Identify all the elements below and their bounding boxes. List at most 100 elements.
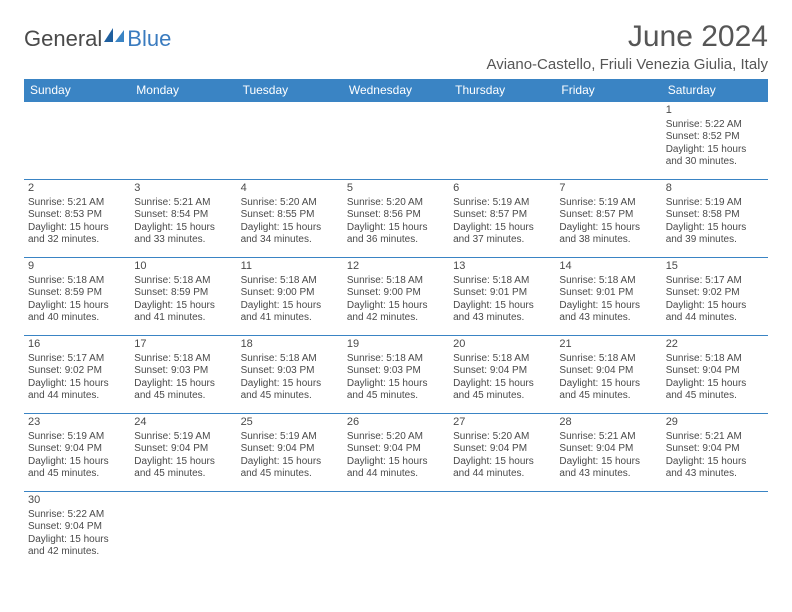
day-number: 11 (241, 260, 339, 274)
sunrise-text: Sunrise: 5:19 AM (453, 197, 551, 210)
calendar-day-cell: 19Sunrise: 5:18 AMSunset: 9:03 PMDayligh… (343, 336, 449, 414)
calendar-week-row: 1Sunrise: 5:22 AMSunset: 8:52 PMDaylight… (24, 102, 768, 180)
calendar-week-row: 2Sunrise: 5:21 AMSunset: 8:53 PMDaylight… (24, 180, 768, 258)
day-info: Sunrise: 5:20 AMSunset: 9:04 PMDaylight:… (453, 431, 551, 481)
daylight-text-line2: and 41 minutes. (241, 312, 339, 325)
daylight-text-line1: Daylight: 15 hours (28, 222, 126, 235)
calendar-day-cell: 28Sunrise: 5:21 AMSunset: 9:04 PMDayligh… (555, 414, 661, 492)
sunset-text: Sunset: 8:56 PM (347, 209, 445, 222)
location-subtitle: Aviano-Castello, Friuli Venezia Giulia, … (486, 56, 768, 73)
day-info: Sunrise: 5:18 AMSunset: 9:04 PMDaylight:… (559, 353, 657, 403)
sunset-text: Sunset: 8:52 PM (666, 131, 764, 144)
daylight-text-line1: Daylight: 15 hours (134, 300, 232, 313)
day-number: 6 (453, 182, 551, 196)
day-number: 15 (666, 260, 764, 274)
calendar-empty-cell (449, 492, 555, 570)
daylight-text-line2: and 39 minutes. (666, 234, 764, 247)
daylight-text-line2: and 45 minutes. (134, 468, 232, 481)
daylight-text-line1: Daylight: 15 hours (453, 222, 551, 235)
logo-text-blue: Blue (127, 26, 171, 52)
sunrise-text: Sunrise: 5:18 AM (559, 353, 657, 366)
sunset-text: Sunset: 8:57 PM (453, 209, 551, 222)
sunrise-text: Sunrise: 5:18 AM (134, 275, 232, 288)
daylight-text-line1: Daylight: 15 hours (559, 456, 657, 469)
daylight-text-line2: and 38 minutes. (559, 234, 657, 247)
day-number: 14 (559, 260, 657, 274)
sunrise-text: Sunrise: 5:18 AM (241, 275, 339, 288)
weekday-header: Friday (555, 79, 661, 102)
calendar-day-cell: 26Sunrise: 5:20 AMSunset: 9:04 PMDayligh… (343, 414, 449, 492)
day-info: Sunrise: 5:21 AMSunset: 8:54 PMDaylight:… (134, 197, 232, 247)
calendar-week-row: 9Sunrise: 5:18 AMSunset: 8:59 PMDaylight… (24, 258, 768, 336)
sunset-text: Sunset: 9:03 PM (347, 365, 445, 378)
daylight-text-line2: and 42 minutes. (347, 312, 445, 325)
weekday-header: Sunday (24, 79, 130, 102)
sunrise-text: Sunrise: 5:20 AM (347, 197, 445, 210)
calendar-day-cell: 2Sunrise: 5:21 AMSunset: 8:53 PMDaylight… (24, 180, 130, 258)
daylight-text-line1: Daylight: 15 hours (28, 300, 126, 313)
sunset-text: Sunset: 8:58 PM (666, 209, 764, 222)
day-info: Sunrise: 5:18 AMSunset: 9:03 PMDaylight:… (241, 353, 339, 403)
daylight-text-line2: and 42 minutes. (28, 546, 126, 559)
day-number: 22 (666, 338, 764, 352)
daylight-text-line2: and 45 minutes. (241, 468, 339, 481)
daylight-text-line2: and 45 minutes. (453, 390, 551, 403)
daylight-text-line1: Daylight: 15 hours (28, 378, 126, 391)
calendar-day-cell: 14Sunrise: 5:18 AMSunset: 9:01 PMDayligh… (555, 258, 661, 336)
day-number: 16 (28, 338, 126, 352)
sunrise-text: Sunrise: 5:20 AM (347, 431, 445, 444)
day-info: Sunrise: 5:19 AMSunset: 9:04 PMDaylight:… (134, 431, 232, 481)
calendar-day-cell: 30Sunrise: 5:22 AMSunset: 9:04 PMDayligh… (24, 492, 130, 570)
sunrise-text: Sunrise: 5:18 AM (28, 275, 126, 288)
daylight-text-line1: Daylight: 15 hours (134, 378, 232, 391)
daylight-text-line2: and 43 minutes. (666, 468, 764, 481)
logo: General Blue (24, 26, 171, 52)
sunset-text: Sunset: 9:03 PM (134, 365, 232, 378)
sunrise-text: Sunrise: 5:19 AM (28, 431, 126, 444)
calendar-week-row: 23Sunrise: 5:19 AMSunset: 9:04 PMDayligh… (24, 414, 768, 492)
daylight-text-line1: Daylight: 15 hours (666, 378, 764, 391)
sunset-text: Sunset: 9:02 PM (28, 365, 126, 378)
calendar-day-cell: 6Sunrise: 5:19 AMSunset: 8:57 PMDaylight… (449, 180, 555, 258)
day-info: Sunrise: 5:21 AMSunset: 9:04 PMDaylight:… (559, 431, 657, 481)
day-info: Sunrise: 5:18 AMSunset: 9:04 PMDaylight:… (453, 353, 551, 403)
sunrise-text: Sunrise: 5:18 AM (134, 353, 232, 366)
day-number: 7 (559, 182, 657, 196)
sunset-text: Sunset: 9:04 PM (559, 365, 657, 378)
calendar-day-cell: 23Sunrise: 5:19 AMSunset: 9:04 PMDayligh… (24, 414, 130, 492)
daylight-text-line2: and 43 minutes. (453, 312, 551, 325)
sunrise-text: Sunrise: 5:18 AM (453, 353, 551, 366)
day-number: 29 (666, 416, 764, 430)
calendar-empty-cell (343, 492, 449, 570)
day-info: Sunrise: 5:18 AMSunset: 9:03 PMDaylight:… (347, 353, 445, 403)
calendar-table: SundayMondayTuesdayWednesdayThursdayFrid… (24, 79, 768, 570)
daylight-text-line1: Daylight: 15 hours (347, 456, 445, 469)
day-number: 8 (666, 182, 764, 196)
sunset-text: Sunset: 8:59 PM (134, 287, 232, 300)
weekday-header: Monday (130, 79, 236, 102)
sunset-text: Sunset: 9:02 PM (666, 287, 764, 300)
sunset-text: Sunset: 9:04 PM (453, 443, 551, 456)
calendar-day-cell: 27Sunrise: 5:20 AMSunset: 9:04 PMDayligh… (449, 414, 555, 492)
title-block: June 2024 Aviano-Castello, Friuli Venezi… (486, 20, 768, 73)
day-number: 20 (453, 338, 551, 352)
day-info: Sunrise: 5:19 AMSunset: 9:04 PMDaylight:… (241, 431, 339, 481)
daylight-text-line2: and 45 minutes. (241, 390, 339, 403)
calendar-body: 1Sunrise: 5:22 AMSunset: 8:52 PMDaylight… (24, 102, 768, 570)
sunrise-text: Sunrise: 5:21 AM (28, 197, 126, 210)
calendar-day-cell: 24Sunrise: 5:19 AMSunset: 9:04 PMDayligh… (130, 414, 236, 492)
sunrise-text: Sunrise: 5:17 AM (28, 353, 126, 366)
daylight-text-line2: and 44 minutes. (347, 468, 445, 481)
sunrise-text: Sunrise: 5:18 AM (347, 275, 445, 288)
daylight-text-line1: Daylight: 15 hours (28, 456, 126, 469)
sunset-text: Sunset: 9:04 PM (241, 443, 339, 456)
calendar-day-cell: 21Sunrise: 5:18 AMSunset: 9:04 PMDayligh… (555, 336, 661, 414)
daylight-text-line2: and 44 minutes. (453, 468, 551, 481)
day-info: Sunrise: 5:18 AMSunset: 9:03 PMDaylight:… (134, 353, 232, 403)
calendar-day-cell: 22Sunrise: 5:18 AMSunset: 9:04 PMDayligh… (662, 336, 768, 414)
calendar-day-cell: 25Sunrise: 5:19 AMSunset: 9:04 PMDayligh… (237, 414, 343, 492)
daylight-text-line2: and 37 minutes. (453, 234, 551, 247)
daylight-text-line1: Daylight: 15 hours (666, 222, 764, 235)
day-info: Sunrise: 5:19 AMSunset: 8:57 PMDaylight:… (453, 197, 551, 247)
daylight-text-line2: and 30 minutes. (666, 156, 764, 169)
